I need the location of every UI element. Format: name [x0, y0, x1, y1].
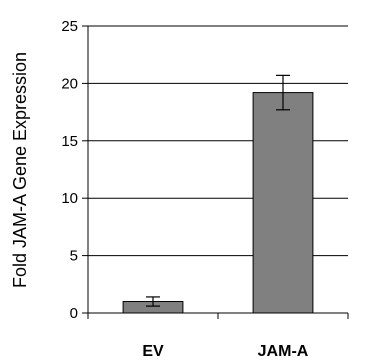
category-label: JAM-A [258, 343, 309, 360]
y-tick-label: 10 [61, 190, 78, 207]
y-tick-label: 0 [70, 305, 78, 322]
y-tick-label: 20 [61, 75, 78, 92]
error-bars [146, 74, 290, 307]
axes [87, 26, 349, 319]
y-tick-label: 25 [61, 18, 78, 35]
category-label: EV [142, 343, 164, 360]
bars [122, 92, 314, 314]
y-axis-title: Fold JAM-A Gene Expression [10, 52, 30, 288]
bar-jam-a [252, 92, 314, 314]
y-tick-label: 5 [70, 248, 78, 265]
category-labels: EV JAM-A [142, 343, 308, 360]
y-tick-labels: 0 5 10 15 20 25 [61, 18, 78, 322]
y-tick-label: 15 [61, 133, 78, 150]
